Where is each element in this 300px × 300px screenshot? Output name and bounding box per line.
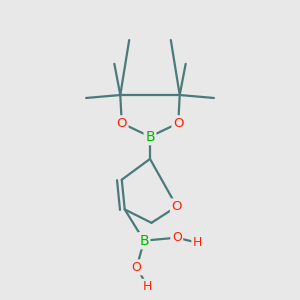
Text: B: B bbox=[145, 130, 155, 144]
Text: H: H bbox=[193, 236, 202, 249]
Text: H: H bbox=[143, 280, 152, 293]
Text: O: O bbox=[172, 200, 182, 213]
Text: O: O bbox=[116, 117, 127, 130]
Text: B: B bbox=[139, 234, 149, 248]
Text: O: O bbox=[132, 261, 142, 274]
Text: O: O bbox=[172, 231, 182, 244]
Text: O: O bbox=[173, 117, 184, 130]
